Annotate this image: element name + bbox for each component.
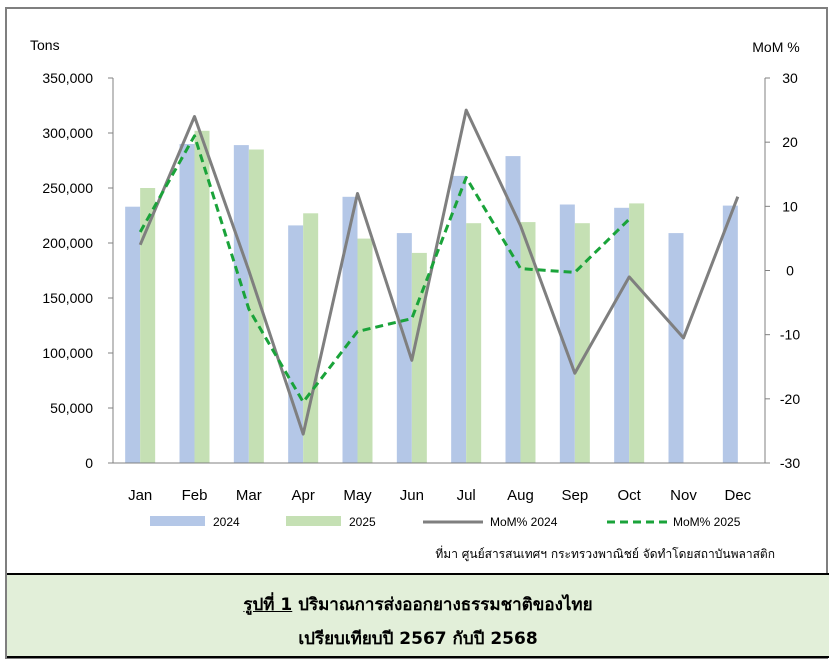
bar-2025-may bbox=[357, 238, 373, 463]
legend-2024-swatch bbox=[150, 516, 205, 526]
left-tick-label: 0 bbox=[85, 455, 93, 471]
bar-2024-jul bbox=[451, 175, 467, 463]
caption-line1: ปริมาณการส่งออกยางธรรมชาติของไทย bbox=[292, 595, 593, 615]
x-tick-label-jan: Jan bbox=[128, 487, 152, 504]
x-tick-label-oct: Oct bbox=[617, 487, 641, 504]
bar-2025-apr bbox=[303, 213, 319, 463]
right-tick-label: 20 bbox=[782, 134, 798, 150]
left-tick-label: 250,000 bbox=[42, 180, 93, 196]
bar-2025-aug bbox=[520, 222, 536, 463]
bars-group bbox=[125, 130, 738, 464]
x-tick-label-dec: Dec bbox=[724, 487, 751, 504]
bar-2024-sep bbox=[559, 204, 575, 463]
bar-2024-feb bbox=[179, 144, 195, 463]
bar-2025-mar bbox=[248, 149, 264, 463]
left-tick-label: 50,000 bbox=[50, 400, 93, 416]
figure-label: รูปที่ 1 bbox=[243, 595, 293, 615]
bar-2025-sep bbox=[574, 223, 590, 463]
legend: 2024 2025 MoM% 2024 MoM% 2025 bbox=[150, 515, 741, 529]
left-tick-label: 300,000 bbox=[42, 125, 93, 141]
bar-2025-feb bbox=[194, 130, 210, 464]
bar-2024-mar bbox=[233, 145, 249, 463]
x-tick-label-apr: Apr bbox=[291, 487, 314, 504]
figure-caption: รูปที่ 1 ปริมาณการส่งออกยางธรรมชาติของไท… bbox=[7, 573, 829, 658]
right-tick-label: 0 bbox=[786, 263, 794, 279]
bar-2024-oct bbox=[614, 207, 630, 463]
bar-2025-jul bbox=[466, 223, 482, 463]
x-tick-label-nov: Nov bbox=[670, 487, 697, 504]
right-tick-label: 10 bbox=[782, 198, 798, 214]
left-tick-label: 150,000 bbox=[42, 290, 93, 306]
bar-2024-jan bbox=[125, 206, 141, 463]
right-tick-label: -10 bbox=[780, 327, 800, 343]
right-tick-label: -20 bbox=[780, 391, 800, 407]
bar-2025-jun bbox=[411, 252, 427, 463]
right-tick-label: -30 bbox=[780, 455, 800, 471]
legend-mom-2024-label: MoM% 2024 bbox=[490, 515, 558, 529]
x-tick-label-sep: Sep bbox=[561, 487, 588, 504]
caption-line2: เปรียบเทียบปี 2567 กับปี 2568 bbox=[298, 629, 538, 649]
source-note: ที่มา ศูนย์สารสนเทศฯ กระทรวงพาณิชย์ จัดท… bbox=[435, 547, 775, 561]
left-tick-label: 200,000 bbox=[42, 235, 93, 251]
x-tick-label-mar: Mar bbox=[236, 487, 262, 504]
left-axis-title: Tons bbox=[30, 37, 60, 53]
bar-2024-aug bbox=[505, 156, 521, 463]
bar-2024-jun bbox=[396, 233, 412, 463]
legend-mom-2025-label: MoM% 2025 bbox=[673, 515, 741, 529]
legend-2025-swatch bbox=[286, 516, 341, 526]
x-tick-label-aug: Aug bbox=[507, 487, 534, 504]
x-tick-label-jun: Jun bbox=[400, 487, 424, 504]
bar-2024-dec bbox=[722, 205, 738, 463]
bar-2025-oct bbox=[629, 203, 645, 463]
right-axis-title: MoM % bbox=[752, 39, 799, 55]
x-tick-label-jul: Jul bbox=[457, 487, 476, 504]
bar-2024-nov bbox=[668, 233, 684, 463]
axes-group: 0 50,000 100,000 150,000 200,000 250,000 300,0… bbox=[42, 70, 800, 504]
legend-2025-label: 2025 bbox=[349, 515, 376, 529]
left-tick-label: 350,000 bbox=[42, 70, 93, 86]
right-tick-label: 30 bbox=[782, 70, 798, 86]
x-tick-label-may: May bbox=[343, 487, 372, 504]
lines-group bbox=[138, 108, 740, 436]
line-mom-2024 bbox=[138, 108, 740, 436]
bar-2024-may bbox=[342, 196, 358, 464]
line-mom-2025 bbox=[138, 134, 631, 404]
left-tick-label: 100,000 bbox=[42, 345, 93, 361]
legend-2024-label: 2024 bbox=[213, 515, 240, 529]
bar-2025-jan bbox=[140, 188, 156, 463]
x-tick-label-feb: Feb bbox=[182, 487, 208, 504]
